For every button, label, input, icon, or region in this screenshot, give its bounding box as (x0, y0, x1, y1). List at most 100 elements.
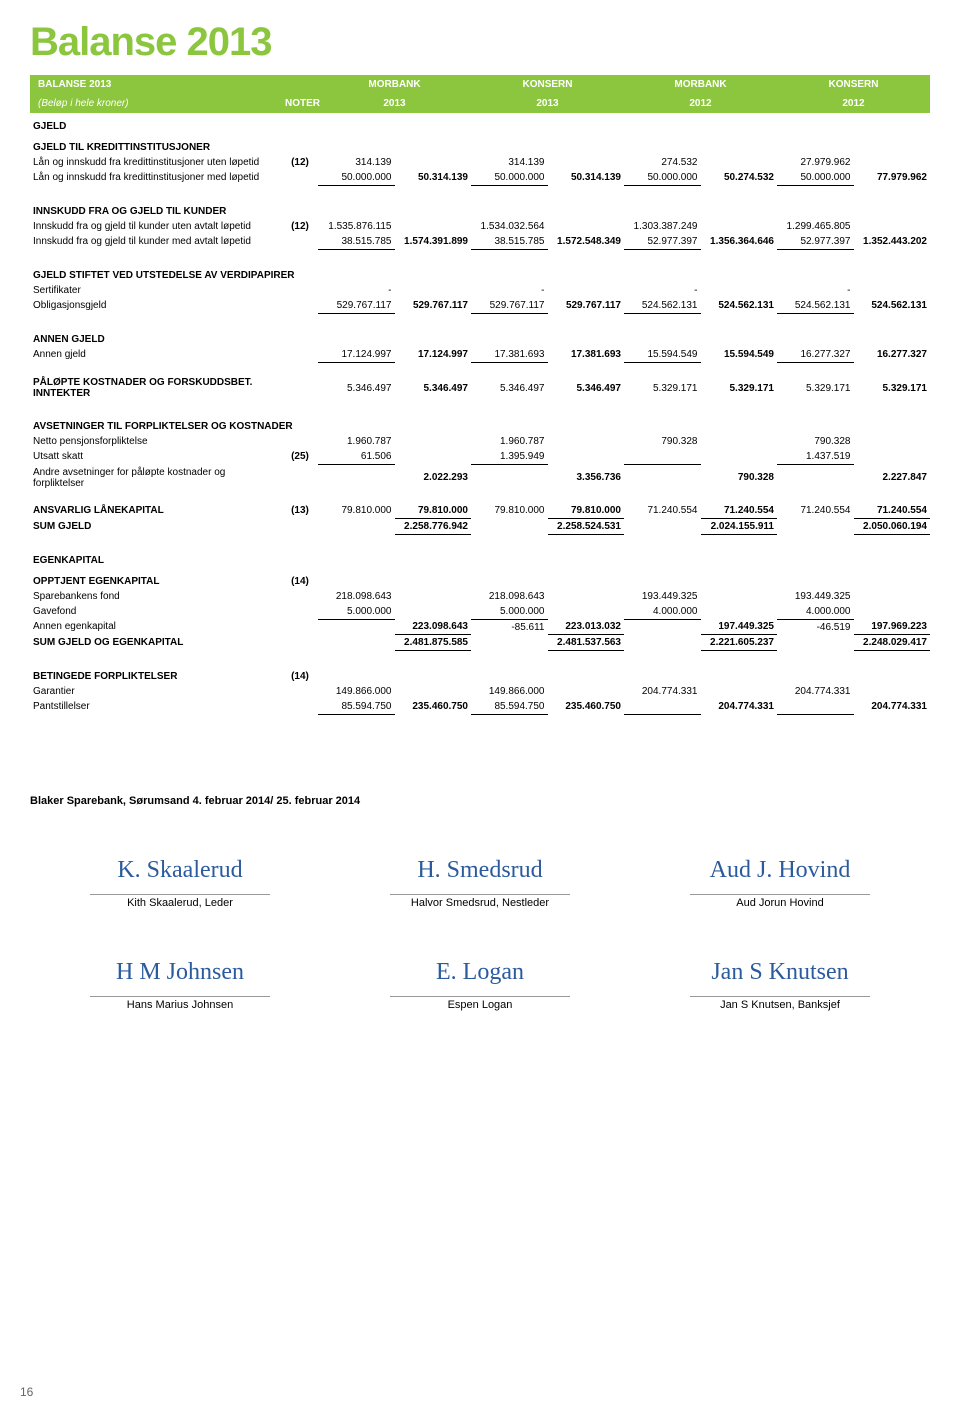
noter-ref: (14) (282, 663, 318, 684)
cell: 197.449.325 (701, 619, 778, 635)
table-row: Pantstillelser 85.594.750 235.460.750 85… (30, 699, 930, 715)
table-header: BALANSE 2013 MORBANK KONSERN MORBANK KON… (30, 75, 930, 94)
cell: 50.000.000 (471, 170, 548, 186)
table-row: Innskudd fra og gjeld til kunder uten av… (30, 219, 930, 234)
table-row: PÅLØPTE KOSTNADER OG FORSKUDDSBET. INNTE… (30, 375, 930, 401)
noter-ref: (13) (282, 503, 318, 519)
cell: 15.594.549 (701, 347, 778, 363)
noter-ref: (25) (282, 449, 318, 465)
cell: 2.022.293 (395, 465, 472, 491)
cell: 524.562.131 (624, 298, 701, 314)
section-gjeld: GJELD (30, 113, 930, 134)
noter-ref: (12) (282, 155, 318, 170)
footer-text: Blaker Sparebank, Sørumsand 4. februar 2… (30, 795, 930, 807)
table-row: Sparebankens fond 218.098.643 218.098.64… (30, 589, 930, 604)
cell: 27.979.962 (777, 155, 854, 170)
cell: 193.449.325 (624, 589, 701, 604)
cell: 1.574.391.899 (395, 234, 472, 250)
table-row: Innskudd fra og gjeld til kunder med avt… (30, 234, 930, 250)
signature-script: H M Johnsen (45, 959, 315, 994)
cell: 52.977.397 (777, 234, 854, 250)
table-row: Annen egenkapital 223.098.643 -85.611 22… (30, 619, 930, 635)
row-label: Lån og innskudd fra kredittinstitusjoner… (30, 155, 282, 170)
cell: 274.532 (624, 155, 701, 170)
cell: 17.381.693 (548, 347, 625, 363)
cell: 50.000.000 (318, 170, 395, 186)
section-egenkapital: EGENKAPITAL (30, 547, 930, 568)
cell: 149.866.000 (471, 684, 548, 699)
cell: 5.346.497 (318, 375, 395, 401)
cell: 790.328 (777, 434, 854, 449)
cell: - (624, 283, 701, 298)
section-subheader: GJELD TIL KREDITTINSTITUSJONER (30, 134, 930, 155)
cell: -46.519 (777, 619, 854, 635)
row-label: PÅLØPTE KOSTNADER OG FORSKUDDSBET. INNTE… (30, 375, 282, 401)
cell: 2.258.776.942 (395, 518, 472, 534)
signature-script: Aud J. Hovind (645, 857, 915, 892)
signature-script: E. Logan (345, 959, 615, 994)
cell: 1.299.465.805 (777, 219, 854, 234)
cell: 52.977.397 (624, 234, 701, 250)
table-row: Annen gjeld 17.124.997 17.124.997 17.381… (30, 347, 930, 363)
table-row: Lån og innskudd fra kredittinstitusjoner… (30, 155, 930, 170)
cell: 529.767.117 (395, 298, 472, 314)
row-label: ANSVARLIG LÅNEKAPITAL (30, 503, 282, 519)
page-title: Balanse 2013 (30, 20, 930, 65)
cell (777, 699, 854, 715)
signatures-block: K. Skaalerud Kith Skaalerud, Leder H. Sm… (30, 857, 930, 1061)
cell: 314.139 (318, 155, 395, 170)
signature-name: Kith Skaalerud, Leder (90, 894, 270, 909)
cell: 235.460.750 (395, 699, 472, 715)
cell: 2.227.847 (854, 465, 931, 491)
section-verdipapirer: GJELD STIFTET VED UTSTEDELSE AV VERDIPAP… (30, 262, 930, 283)
cell: 1.437.519 (777, 449, 854, 465)
cell: 529.767.117 (318, 298, 395, 314)
header-year: 2012 (777, 94, 930, 113)
row-label: Lån og innskudd fra kredittinstitusjoner… (30, 170, 282, 186)
cell: 5.329.171 (777, 375, 854, 401)
table-row: SUM GJELD 2.258.776.942 2.258.524.531 2.… (30, 518, 930, 534)
cell: 4.000.000 (777, 604, 854, 620)
row-label: Innskudd fra og gjeld til kunder uten av… (30, 219, 282, 234)
row-label: Obligasjonsgjeld (30, 298, 282, 314)
row-label: Garantier (30, 684, 282, 699)
row-label: SUM GJELD (30, 518, 282, 534)
cell: 1.356.364.646 (701, 234, 778, 250)
cell: 204.774.331 (777, 684, 854, 699)
signature-name: Jan S Knutsen, Banksjef (690, 996, 870, 1011)
cell: 1.303.387.249 (624, 219, 701, 234)
cell: 524.562.131 (854, 298, 931, 314)
cell: 71.240.554 (701, 503, 778, 519)
row-label: SUM GJELD OG EGENKAPITAL (30, 635, 282, 651)
cell: 85.594.750 (471, 699, 548, 715)
signature: E. Logan Espen Logan (345, 959, 615, 1011)
cell: 50.000.000 (777, 170, 854, 186)
cell: 38.515.785 (471, 234, 548, 250)
cell: 1.572.548.349 (548, 234, 625, 250)
cell: 218.098.643 (471, 589, 548, 604)
cell: 3.356.736 (548, 465, 625, 491)
cell: 61.506 (318, 449, 395, 465)
row-label: Annen gjeld (30, 347, 282, 363)
cell: 38.515.785 (318, 234, 395, 250)
cell: 204.774.331 (701, 699, 778, 715)
table-row: Garantier 149.866.000 149.866.000 204.77… (30, 684, 930, 699)
cell: 1.960.787 (318, 434, 395, 449)
table-row: Sertifikater - - - - (30, 283, 930, 298)
cell: 193.449.325 (777, 589, 854, 604)
cell: 204.774.331 (854, 699, 931, 715)
cell: 223.013.032 (548, 619, 625, 635)
cell: 5.000.000 (318, 604, 395, 620)
table-row: Utsatt skatt (25) 61.506 1.395.949 1.437… (30, 449, 930, 465)
cell: 5.329.171 (854, 375, 931, 401)
table-row: Obligasjonsgjeld 529.767.117 529.767.117… (30, 298, 930, 314)
cell: 79.810.000 (471, 503, 548, 519)
cell: 77.979.962 (854, 170, 931, 186)
cell: 1.352.443.202 (854, 234, 931, 250)
cell: 1.535.876.115 (318, 219, 395, 234)
page-number: 16 (20, 1385, 33, 1399)
cell: 15.594.549 (624, 347, 701, 363)
cell: 71.240.554 (854, 503, 931, 519)
header-year: 2012 (624, 94, 777, 113)
row-label: Sparebankens fond (30, 589, 282, 604)
